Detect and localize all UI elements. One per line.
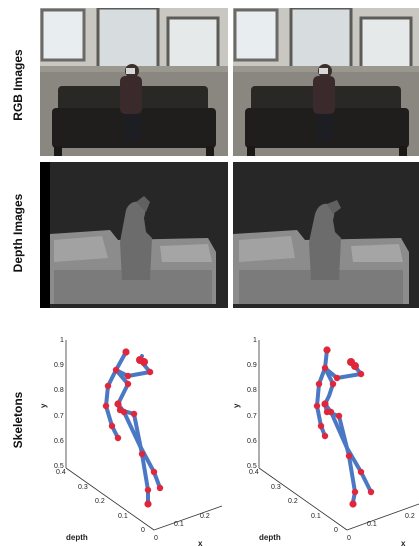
y-tick-0.5: 0.5 xyxy=(247,463,257,470)
rgb-image-1 xyxy=(40,8,228,156)
y-tick-0.7: 0.7 xyxy=(247,413,257,420)
depth-tick-0.1: 0.1 xyxy=(311,513,321,520)
x-axis-ticks-2: 0 0.1 0.2 xyxy=(347,513,415,542)
x-tick-0: 0 xyxy=(347,535,351,542)
x-tick-0.1: 0.1 xyxy=(367,521,377,528)
skeleton-joints-1 xyxy=(102,348,164,508)
rgb-image-2 xyxy=(233,8,419,156)
depth-axis-ticks-2: 0 0.1 0.2 0.3 0.4 xyxy=(249,469,338,534)
depth-tick-0.2: 0.2 xyxy=(288,498,298,505)
depth-image-1 xyxy=(40,162,228,308)
x-axis-label: x xyxy=(198,539,203,546)
depth-image-2 xyxy=(233,162,419,308)
depth-tick-0.4: 0.4 xyxy=(56,469,66,476)
depth-tick-0.2: 0.2 xyxy=(95,498,105,505)
x-tick-0.2: 0.2 xyxy=(200,513,210,520)
x-tick-0.1: 0.1 xyxy=(174,521,184,528)
y-tick-0.8: 0.8 xyxy=(247,387,257,394)
x-tick-0: 0 xyxy=(154,535,158,542)
depth-tick-0.3: 0.3 xyxy=(271,484,281,491)
rgb-row-label: RGB Images xyxy=(11,49,25,121)
y-tick-0.6: 0.6 xyxy=(54,438,64,445)
depth-tick-0: 0 xyxy=(141,527,145,534)
y-tick-1: 1 xyxy=(60,337,64,344)
x-axis-ticks: 0 0.1 0.2 xyxy=(154,513,210,542)
depth-axis-label: depth xyxy=(66,533,88,542)
x-axis-label: x xyxy=(401,539,406,546)
y-tick-0.8: 0.8 xyxy=(54,387,64,394)
y-tick-0.6: 0.6 xyxy=(247,438,257,445)
skeleton-plot-2: 0.5 0.6 0.7 0.8 0.9 1 y 0 0.1 0.2 0.3 0.… xyxy=(233,326,419,546)
skeleton-row-label: Skeletons xyxy=(11,391,25,449)
y-axis-ticks: 0.5 0.6 0.7 0.8 0.9 1 xyxy=(54,337,64,470)
y-axis-label: y xyxy=(233,403,241,408)
skeleton-plot-1: 0.5 0.6 0.7 0.8 0.9 1 y 0 0.1 0.2 0.3 0.… xyxy=(40,326,230,546)
y-tick-0.9: 0.9 xyxy=(54,362,64,369)
depth-axis-ticks: 0 0.1 0.2 0.3 0.4 xyxy=(56,469,145,534)
depth-tick-0.1: 0.1 xyxy=(118,513,128,520)
depth-row-label: Depth Images xyxy=(11,193,25,273)
skeleton-joints-2 xyxy=(313,346,375,508)
depth-tick-0.4: 0.4 xyxy=(249,469,259,476)
y-tick-0.9: 0.9 xyxy=(247,362,257,369)
x-tick-0.2: 0.2 xyxy=(405,513,415,520)
y-tick-0.7: 0.7 xyxy=(54,413,64,420)
y-tick-0.5: 0.5 xyxy=(54,463,64,470)
depth-axis-label: depth xyxy=(259,533,281,542)
y-tick-1: 1 xyxy=(253,337,257,344)
depth-tick-0.3: 0.3 xyxy=(78,484,88,491)
y-axis-label: y xyxy=(40,403,48,408)
depth-tick-0: 0 xyxy=(334,527,338,534)
y-axis-ticks-2: 0.5 0.6 0.7 0.8 0.9 1 xyxy=(247,337,257,470)
